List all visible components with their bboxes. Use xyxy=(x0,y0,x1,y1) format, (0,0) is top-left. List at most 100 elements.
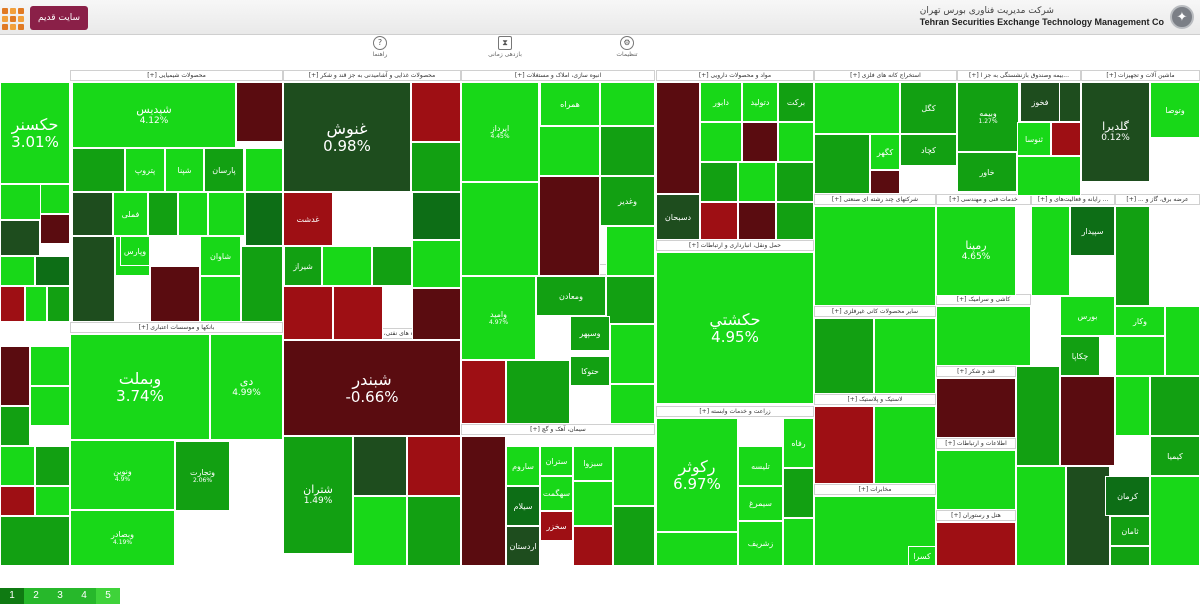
stock-tile-unlabeled[interactable] xyxy=(742,122,778,162)
time-return-button[interactable]: ⧗ بازدهی زمانی xyxy=(488,36,522,58)
stock-tile[interactable]: کیمیا xyxy=(1150,436,1200,476)
stock-tile[interactable]: همراه xyxy=(540,82,600,126)
stock-tile[interactable]: دی 4.99% xyxy=(210,334,283,440)
stock-tile[interactable]: وامید 4.97% xyxy=(461,276,536,360)
sector-header-sugar[interactable]: قند و شکر [+] xyxy=(936,366,1016,377)
stock-tile-unlabeled[interactable] xyxy=(778,122,814,162)
stock-tile[interactable]: ستران xyxy=(540,446,573,476)
stock-tile-unlabeled[interactable] xyxy=(539,126,600,176)
stock-tile-unlabeled[interactable] xyxy=(936,522,1016,566)
stock-tile-unlabeled[interactable] xyxy=(783,468,814,518)
stock-tile-unlabeled[interactable] xyxy=(610,324,655,384)
stock-tile[interactable]: شپدیس 4.12% xyxy=(72,82,236,148)
stock-tile[interactable]: رمپنا 4.65% xyxy=(936,206,1016,296)
stock-tile[interactable]: پارسان xyxy=(204,148,244,192)
stock-tile[interactable]: رکوثر 6.97% xyxy=(656,418,738,532)
stock-tile-unlabeled[interactable] xyxy=(874,318,936,394)
stock-tile[interactable]: برکت xyxy=(778,82,814,122)
stock-tile-unlabeled[interactable] xyxy=(30,386,70,426)
stock-tile[interactable]: شپنا xyxy=(165,148,204,192)
stock-tile-unlabeled[interactable] xyxy=(814,134,870,194)
stock-tile-unlabeled[interactable] xyxy=(461,436,506,566)
stock-tile-unlabeled[interactable] xyxy=(1051,122,1081,156)
stock-tile-unlabeled[interactable] xyxy=(200,276,241,322)
stock-tile[interactable]: رفاه xyxy=(783,418,814,468)
stock-tile[interactable]: کچاد xyxy=(900,134,957,166)
stock-tile[interactable]: خاور xyxy=(957,152,1017,192)
stock-tile-unlabeled[interactable] xyxy=(1031,206,1070,296)
stock-tile-unlabeled[interactable] xyxy=(700,122,742,162)
stock-tile[interactable]: کگهر xyxy=(870,134,900,170)
stock-tile-unlabeled[interactable] xyxy=(30,346,70,386)
stock-tile-unlabeled[interactable] xyxy=(407,496,461,566)
stock-tile-unlabeled[interactable] xyxy=(700,202,738,240)
stock-tile-unlabeled[interactable] xyxy=(1016,466,1066,566)
stock-tile-unlabeled[interactable] xyxy=(35,446,70,486)
stock-tile[interactable]: ومعادن xyxy=(536,276,606,316)
stock-tile-unlabeled[interactable] xyxy=(35,486,70,516)
stock-tile-unlabeled[interactable] xyxy=(1066,466,1110,566)
stock-tile[interactable]: شاوان xyxy=(200,236,241,276)
stock-tile[interactable]: وسپهر xyxy=(570,316,610,351)
stock-tile-unlabeled[interactable] xyxy=(0,220,40,256)
page-button-2[interactable]: 2 xyxy=(24,588,48,604)
stock-tile[interactable]: تلیسه xyxy=(738,446,783,486)
stock-tile-unlabeled[interactable] xyxy=(610,384,655,424)
stock-tile-unlabeled[interactable] xyxy=(1110,546,1150,566)
help-button[interactable]: ? راهنما xyxy=(372,36,388,58)
stock-tile-unlabeled[interactable] xyxy=(1165,306,1200,376)
stock-tile-unlabeled[interactable] xyxy=(1115,376,1150,436)
stock-tile-unlabeled[interactable] xyxy=(47,286,70,322)
stock-tile[interactable]: اردستان xyxy=(506,526,540,566)
stock-tile-unlabeled[interactable] xyxy=(412,240,461,288)
stock-tile-unlabeled[interactable] xyxy=(148,192,178,236)
sector-header-transport[interactable]: حمل ونقل، انبارداری و ارتباطات [+] xyxy=(656,240,814,251)
stock-tile[interactable]: وبیمه 1.27% xyxy=(957,82,1019,152)
stock-tile[interactable]: اپرداز 4.45% xyxy=(461,82,539,182)
stock-tile-unlabeled[interactable] xyxy=(0,406,30,446)
stock-tile[interactable]: غدشت xyxy=(283,192,333,246)
sector-header-food[interactable]: محصولات غذایی و آشامیدنی به جز قند و شکر… xyxy=(283,70,461,81)
stock-tile-unlabeled[interactable] xyxy=(0,486,35,516)
stock-tile-unlabeled[interactable] xyxy=(814,406,874,484)
stock-tile-unlabeled[interactable] xyxy=(738,162,776,202)
page-button-5[interactable]: 5 xyxy=(96,588,120,604)
sector-header-chemical[interactable]: محصولات شیمیایی [+] xyxy=(70,70,283,81)
stock-tile-unlabeled[interactable] xyxy=(0,256,35,286)
stock-tile-unlabeled[interactable] xyxy=(72,236,115,322)
stock-tile-unlabeled[interactable] xyxy=(236,82,283,142)
stock-tile-unlabeled[interactable] xyxy=(72,192,113,236)
stock-tile[interactable]: زشریف xyxy=(738,521,783,566)
stock-tile-unlabeled[interactable] xyxy=(936,450,1016,510)
sector-header-cement[interactable]: سیمان، آهک و گچ [+] xyxy=(461,424,655,435)
stock-tile-unlabeled[interactable] xyxy=(461,360,506,424)
stock-tile-unlabeled[interactable] xyxy=(936,378,1016,438)
stock-tile-unlabeled[interactable] xyxy=(1115,206,1150,306)
stock-tile-unlabeled[interactable] xyxy=(738,202,776,240)
stock-tile-unlabeled[interactable] xyxy=(874,406,936,484)
stock-tile[interactable]: سپیدار xyxy=(1070,206,1115,256)
page-button-1[interactable]: 1 xyxy=(0,588,24,604)
stock-tile[interactable]: حکشتي 4.95% xyxy=(656,252,814,404)
stock-tile-unlabeled[interactable] xyxy=(1016,366,1060,466)
stock-tile[interactable]: وتجارت 2.06% xyxy=(175,441,230,511)
stock-tile-unlabeled[interactable] xyxy=(0,446,35,486)
old-site-button[interactable]: سایت قدیم xyxy=(30,6,88,30)
stock-tile[interactable]: شبندر -0.66% xyxy=(283,340,461,436)
sector-header-hotel[interactable]: هتل و رستوران [+] xyxy=(936,510,1016,521)
stock-tile-unlabeled[interactable] xyxy=(333,286,383,340)
stock-tile[interactable]: وبصادر 4.19% xyxy=(70,510,175,566)
sector-header-mining[interactable]: استخراج کانه های فلزی [+] xyxy=(814,70,957,81)
sector-header-power[interactable]: عرضه برق، گاز و ... [+] xyxy=(1115,194,1200,205)
stock-tile-unlabeled[interactable] xyxy=(0,516,70,566)
stock-tile[interactable]: سخزر xyxy=(540,511,573,541)
stock-tile-unlabeled[interactable] xyxy=(656,82,700,194)
stock-tile[interactable]: فخوز xyxy=(1020,82,1060,122)
sector-header-retirement[interactable]: ...بیمه وصندوق بازنشستگی به جز ا [+] xyxy=(957,70,1081,81)
stock-tile-unlabeled[interactable] xyxy=(411,142,461,192)
stock-tile-unlabeled[interactable] xyxy=(613,446,655,506)
sector-header-rubber[interactable]: لاستیک و پلاستیک [+] xyxy=(814,394,936,405)
stock-tile-unlabeled[interactable] xyxy=(241,246,283,322)
stock-tile[interactable]: سهگمت xyxy=(540,476,573,511)
stock-tile-unlabeled[interactable] xyxy=(245,148,283,192)
